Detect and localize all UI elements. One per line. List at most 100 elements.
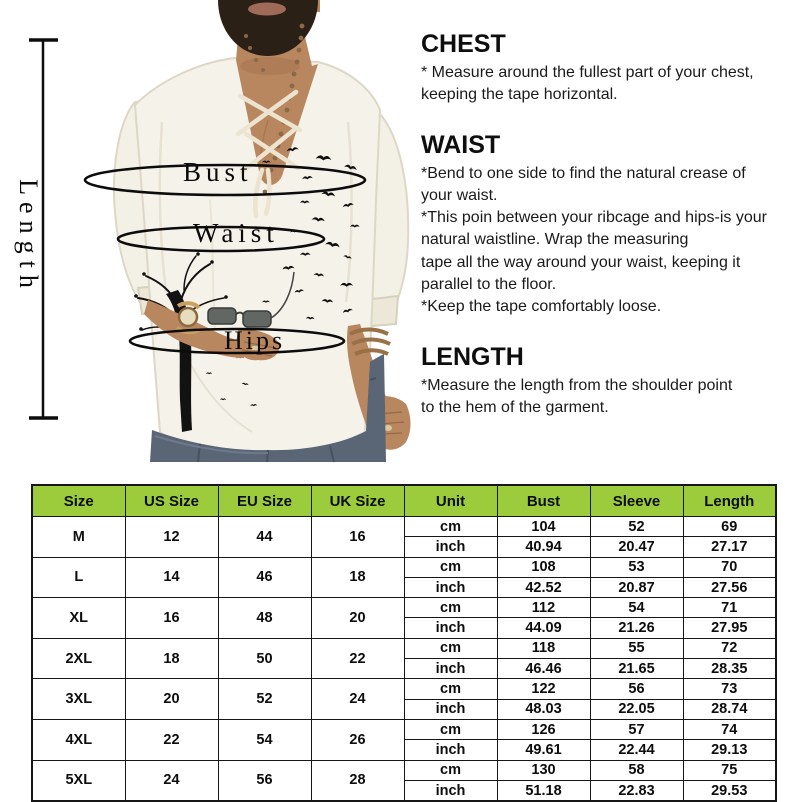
eu-cell: 46 bbox=[217, 556, 312, 599]
value-cell: 22.05 bbox=[589, 698, 684, 720]
instructions: CHEST * Measure around the fullest part o… bbox=[421, 30, 797, 443]
instruction-line: *This poin between your ribcage and hips… bbox=[421, 209, 767, 227]
instruction-line: * Measure around the fullest part of you… bbox=[421, 64, 754, 81]
model-figure: Bust Waist Hips Length bbox=[0, 0, 452, 464]
instruction-line: natural waistline. Wrap the measuring bbox=[421, 231, 689, 249]
size-cell: 2XL bbox=[31, 637, 126, 680]
model-skin bbox=[218, 0, 320, 185]
value-cell: 69 bbox=[682, 515, 777, 538]
eu-cell: 50 bbox=[217, 637, 312, 680]
value-cell: 55 bbox=[589, 637, 684, 660]
value-cell: 46.46 bbox=[496, 658, 591, 680]
instruction-line: *Bend to one side to find the natural cr… bbox=[421, 164, 746, 182]
unit-cell: cm bbox=[403, 678, 498, 700]
instruction-line: to the hem of the garment. bbox=[421, 398, 609, 416]
uk-cell: 22 bbox=[310, 637, 405, 680]
sunglasses bbox=[207, 271, 295, 328]
uk-cell: 18 bbox=[310, 556, 405, 599]
value-cell: 126 bbox=[496, 718, 591, 741]
value-cell: 27.17 bbox=[682, 536, 777, 558]
size-cell: 4XL bbox=[31, 718, 126, 761]
watch bbox=[177, 306, 199, 328]
value-cell: 74 bbox=[682, 718, 777, 741]
size-cell: M bbox=[31, 516, 126, 558]
value-cell: 22.83 bbox=[589, 779, 684, 802]
value-cell: 27.56 bbox=[682, 576, 777, 599]
section-heading: CHEST bbox=[421, 30, 506, 58]
unit-cell: cm bbox=[403, 597, 498, 619]
model-photo-illustration bbox=[29, 0, 411, 463]
unit-cell: cm bbox=[403, 556, 498, 578]
size-chart-table: Size US Size EU Size UK Size Unit Bust Sleeve L… bbox=[31, 484, 777, 802]
column-header: Unit bbox=[403, 484, 498, 517]
column-header: Size bbox=[31, 484, 126, 517]
unit-cell: cm bbox=[403, 515, 498, 538]
value-cell: 27.95 bbox=[682, 617, 777, 639]
value-cell: 75 bbox=[682, 759, 777, 781]
value-cell: 22.44 bbox=[589, 739, 684, 761]
instruction-line: *Measure the length from the shoulder po… bbox=[421, 376, 733, 394]
instruction-section: CHEST * Measure around the fullest part o… bbox=[421, 30, 797, 107]
us-cell: 12 bbox=[124, 516, 219, 558]
column-header: Bust bbox=[496, 484, 591, 517]
unit-cell: cm bbox=[403, 637, 498, 660]
value-cell: 56 bbox=[589, 678, 684, 700]
instruction-section: LENGTH *Measure the length from the shoul… bbox=[421, 343, 797, 420]
value-cell: 29.13 bbox=[682, 739, 777, 761]
unit-cell: inch bbox=[403, 576, 498, 599]
column-header: Sleeve bbox=[589, 484, 684, 517]
unit-cell: inch bbox=[403, 698, 498, 720]
value-cell: 28.74 bbox=[682, 698, 777, 720]
size-cell: XL bbox=[31, 597, 126, 639]
value-cell: 130 bbox=[496, 759, 591, 781]
us-cell: 22 bbox=[124, 718, 219, 761]
column-header: US Size bbox=[124, 484, 219, 517]
us-cell: 24 bbox=[124, 759, 219, 802]
value-cell: 48.03 bbox=[496, 698, 591, 720]
value-cell: 49.61 bbox=[496, 739, 591, 761]
length-arrow bbox=[29, 38, 58, 420]
size-cell: 3XL bbox=[31, 678, 126, 720]
unit-cell: inch bbox=[403, 536, 498, 558]
us-cell: 14 bbox=[124, 556, 219, 599]
size-cell: 5XL bbox=[31, 759, 126, 802]
us-cell: 16 bbox=[124, 597, 219, 639]
value-cell: 122 bbox=[496, 678, 591, 700]
section-heading: LENGTH bbox=[421, 342, 524, 371]
us-cell: 18 bbox=[124, 637, 219, 680]
column-header: UK Size bbox=[310, 484, 405, 517]
value-cell: 20.87 bbox=[589, 576, 684, 599]
value-cell: 70 bbox=[682, 556, 777, 578]
value-cell: 51.18 bbox=[496, 779, 591, 802]
size-cell: L bbox=[31, 556, 126, 599]
value-cell: 104 bbox=[496, 515, 591, 538]
column-header: EU Size bbox=[217, 484, 312, 517]
length-label: Length bbox=[14, 179, 43, 295]
value-cell: 21.65 bbox=[589, 658, 684, 680]
value-cell: 20.47 bbox=[589, 536, 684, 558]
section-heading: WAIST bbox=[421, 130, 501, 159]
measurement-lines bbox=[29, 38, 367, 420]
unit-cell: inch bbox=[403, 617, 498, 639]
hips-label: Hips bbox=[224, 326, 286, 355]
uk-cell: 28 bbox=[310, 759, 405, 802]
eu-cell: 44 bbox=[217, 516, 312, 558]
eu-cell: 56 bbox=[217, 759, 312, 802]
instruction-line: your waist. bbox=[421, 186, 498, 204]
instruction-line: parallel to the floor. bbox=[421, 276, 557, 294]
value-cell: 112 bbox=[496, 597, 591, 619]
value-cell: 42.52 bbox=[496, 576, 591, 599]
eu-cell: 54 bbox=[217, 718, 312, 761]
unit-cell: inch bbox=[403, 739, 498, 761]
value-cell: 73 bbox=[682, 678, 777, 700]
unit-cell: inch bbox=[403, 658, 498, 680]
instruction-line: *Keep the tape comfortably loose. bbox=[421, 298, 662, 316]
bracelets bbox=[349, 327, 391, 356]
unit-cell: cm bbox=[403, 759, 498, 781]
eu-cell: 48 bbox=[217, 597, 312, 639]
instruction-line: tape all the way around your waist, keep… bbox=[421, 253, 741, 271]
waist-label: Waist bbox=[193, 218, 279, 248]
value-cell: 54 bbox=[589, 597, 684, 619]
value-cell: 71 bbox=[682, 597, 777, 619]
uk-cell: 26 bbox=[310, 718, 405, 761]
